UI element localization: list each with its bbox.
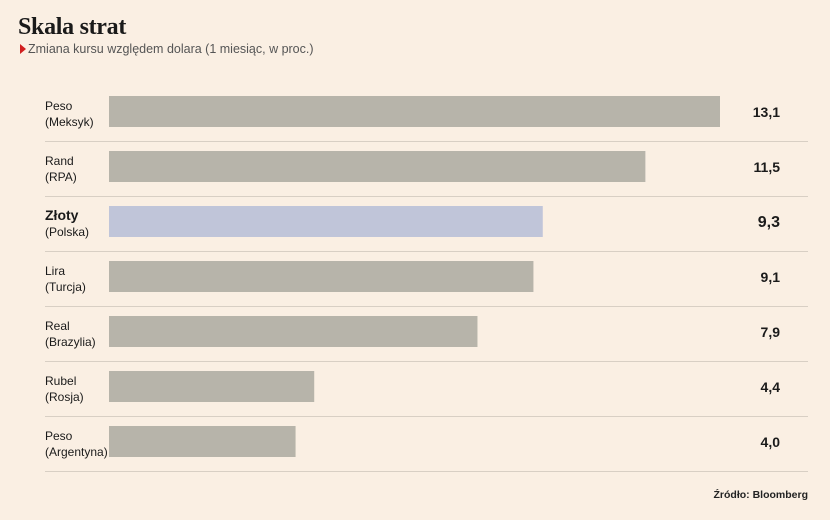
- category-name-label: Real: [45, 319, 70, 333]
- category-name-label: Lira: [45, 264, 65, 278]
- category-name-label: Złoty: [45, 207, 79, 223]
- source-note: Źródło: Bloomberg: [713, 489, 809, 501]
- category-country-label: (Meksyk): [45, 115, 94, 129]
- category-name-label: Peso: [45, 429, 73, 443]
- value-label: 13,1: [753, 104, 780, 120]
- value-label: 4,4: [761, 379, 781, 395]
- category-name-label: Rubel: [45, 374, 76, 388]
- bar-row: Real (Brazylia) 7,9: [45, 316, 808, 362]
- bar: [109, 96, 720, 127]
- bar: [109, 261, 534, 292]
- category-country-label: (RPA): [45, 170, 77, 184]
- value-label: 9,3: [758, 214, 780, 231]
- category-country-label: (Rosja): [45, 390, 84, 404]
- bar-row: Rubel (Rosja) 4,4: [45, 371, 808, 417]
- chart-title: Skala strat: [18, 14, 127, 40]
- category-country-label: (Polska): [45, 225, 89, 239]
- bar: [109, 371, 315, 402]
- category-name-label: Peso: [45, 99, 73, 113]
- category-country-label: (Brazylia): [45, 335, 96, 349]
- bar-row: Złoty (Polska) 9,3: [45, 206, 808, 252]
- bar-row: Peso (Meksyk) 13,1: [45, 96, 808, 142]
- triangle-marker-icon: [20, 44, 26, 54]
- value-label: 4,0: [761, 434, 781, 450]
- chart-subtitle: Zmiana kursu względem dolara (1 miesiąc,…: [20, 42, 314, 56]
- value-label: 7,9: [761, 324, 781, 340]
- bar: [109, 316, 478, 347]
- bar-row: Lira (Turcja) 9,1: [45, 261, 808, 307]
- category-country-label: (Turcja): [45, 280, 86, 294]
- bar-row: Rand (RPA) 11,5: [45, 151, 808, 197]
- bar: [109, 206, 543, 237]
- value-label: 9,1: [761, 269, 781, 285]
- category-name-label: Rand: [45, 154, 74, 168]
- category-country-label: (Argentyna): [45, 445, 108, 459]
- bar-row: Peso (Argentyna) 4,0: [45, 426, 808, 472]
- bar: [109, 426, 296, 457]
- value-label: 11,5: [754, 159, 781, 175]
- bar: [109, 151, 646, 182]
- chart-subtitle-text: Zmiana kursu względem dolara (1 miesiąc,…: [28, 42, 314, 56]
